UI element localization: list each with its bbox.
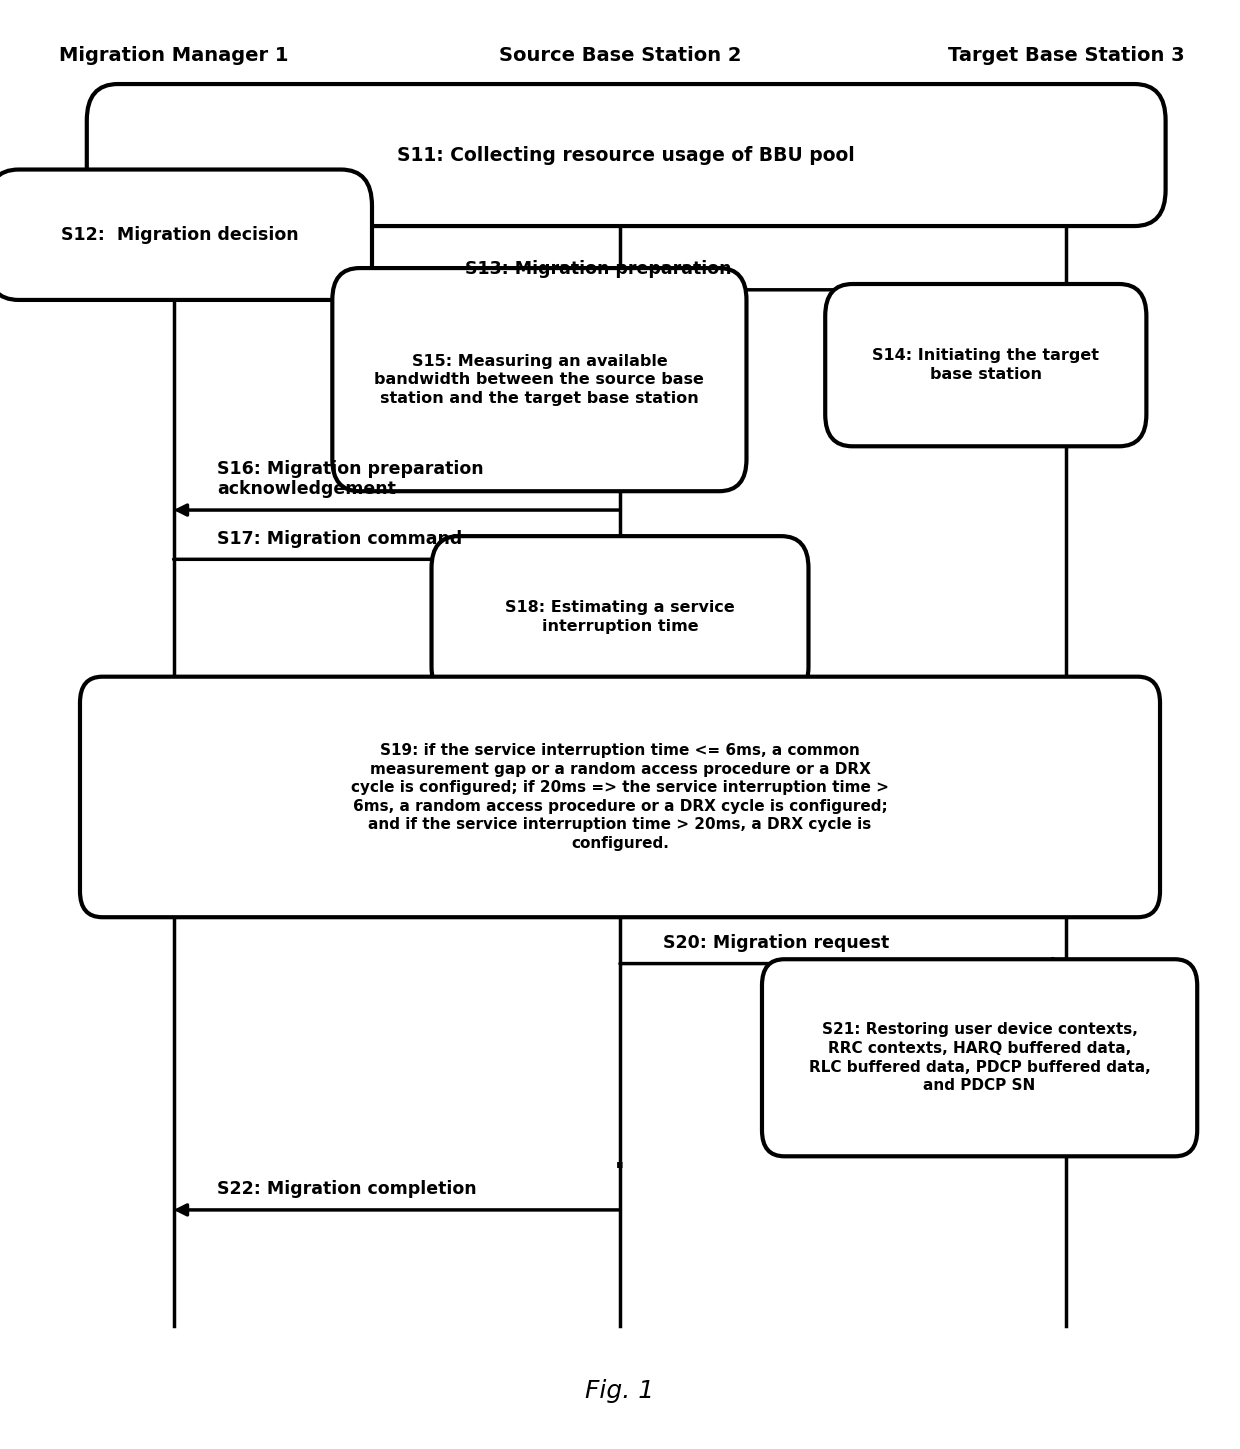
Text: S22: Migration completion: S22: Migration completion	[217, 1181, 476, 1198]
FancyBboxPatch shape	[332, 268, 746, 491]
FancyBboxPatch shape	[432, 536, 808, 698]
Text: S14: Initiating the target
base station: S14: Initiating the target base station	[872, 348, 1100, 383]
Text: S18: Estimating a service
interruption time: S18: Estimating a service interruption t…	[505, 600, 735, 635]
FancyBboxPatch shape	[81, 677, 1161, 917]
Text: S17: Migration command: S17: Migration command	[217, 530, 463, 548]
Text: Migration Manager 1: Migration Manager 1	[58, 46, 289, 65]
Text: S12:  Migration decision: S12: Migration decision	[61, 226, 299, 243]
Text: Source Base Station 2: Source Base Station 2	[498, 46, 742, 65]
FancyBboxPatch shape	[87, 84, 1166, 226]
FancyBboxPatch shape	[761, 959, 1198, 1156]
Text: Target Base Station 3: Target Base Station 3	[949, 46, 1184, 65]
Text: S20: Migration request: S20: Migration request	[663, 935, 889, 952]
Text: S13: Migration preparation: S13: Migration preparation	[465, 261, 732, 278]
Text: Fig. 1: Fig. 1	[585, 1379, 655, 1403]
Text: S19: if the service interruption time <= 6ms, a common
measurement gap or a rand: S19: if the service interruption time <=…	[351, 743, 889, 851]
Text: S11: Collecting resource usage of BBU pool: S11: Collecting resource usage of BBU po…	[397, 145, 856, 165]
Text: S15: Measuring an available
bandwidth between the source base
station and the ta: S15: Measuring an available bandwidth be…	[374, 354, 704, 406]
FancyBboxPatch shape	[0, 170, 372, 300]
FancyBboxPatch shape	[826, 284, 1146, 446]
Text: .: .	[614, 1145, 626, 1174]
Text: S16: Migration preparation
acknowledgement: S16: Migration preparation acknowledgeme…	[217, 459, 484, 498]
Text: S21: Restoring user device contexts,
RRC contexts, HARQ buffered data,
RLC buffe: S21: Restoring user device contexts, RRC…	[808, 1023, 1151, 1093]
